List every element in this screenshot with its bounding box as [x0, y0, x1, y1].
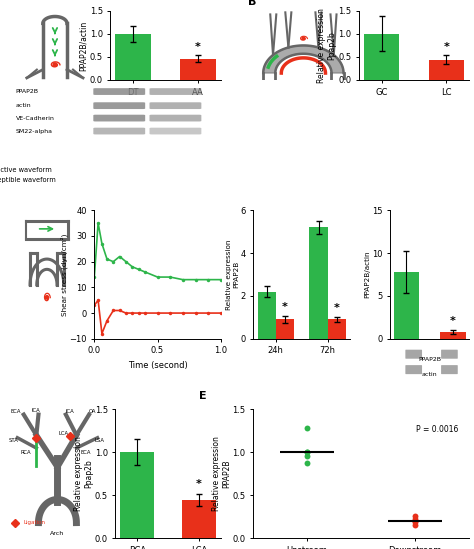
- Point: [303, 424, 311, 433]
- Point: [411, 515, 419, 524]
- Text: LCA: LCA: [59, 431, 69, 436]
- Bar: [257, 292, 276, 339]
- Text: STA: STA: [8, 438, 18, 442]
- FancyBboxPatch shape: [93, 115, 145, 121]
- FancyBboxPatch shape: [93, 102, 145, 109]
- Text: ECA: ECA: [81, 451, 91, 456]
- Bar: [115, 34, 151, 80]
- Point: [411, 517, 419, 525]
- Bar: [182, 500, 216, 538]
- FancyBboxPatch shape: [93, 128, 145, 135]
- Text: PPAP2B: PPAP2B: [418, 357, 441, 362]
- Point: [303, 451, 311, 460]
- Bar: [440, 332, 465, 339]
- Text: ICA: ICA: [32, 408, 41, 413]
- Point: [303, 448, 311, 457]
- Y-axis label: Relative expression
Ppap2b: Relative expression Ppap2b: [74, 436, 93, 511]
- Y-axis label: Relative expression
PPAP2B: Relative expression PPAP2B: [226, 239, 239, 310]
- Bar: [428, 60, 464, 80]
- FancyBboxPatch shape: [441, 365, 458, 374]
- Bar: [364, 34, 400, 80]
- Text: *: *: [334, 303, 340, 313]
- Text: P = 0.0016: P = 0.0016: [416, 425, 458, 434]
- Text: *: *: [450, 316, 456, 326]
- Point: [411, 521, 419, 530]
- Point: [303, 458, 311, 467]
- Text: VE-Cadherin: VE-Cadherin: [16, 116, 55, 121]
- Y-axis label: Relative expression
PPAP2B: Relative expression PPAP2B: [212, 436, 231, 511]
- Bar: [276, 320, 294, 339]
- Text: ECA: ECA: [10, 410, 20, 414]
- Text: *: *: [444, 42, 449, 52]
- Bar: [310, 227, 328, 339]
- Text: OA: OA: [89, 410, 96, 414]
- Text: Arch: Arch: [50, 531, 64, 536]
- Text: SM22-alpha: SM22-alpha: [16, 128, 53, 133]
- Y-axis label: PPAP2B/actin: PPAP2B/actin: [79, 20, 88, 71]
- FancyBboxPatch shape: [441, 350, 458, 358]
- Text: actin: actin: [422, 372, 438, 377]
- Bar: [180, 59, 216, 80]
- Bar: [393, 272, 419, 339]
- Y-axis label: PPAP2B/actin: PPAP2B/actin: [365, 251, 370, 298]
- Text: PPAP2B: PPAP2B: [16, 89, 38, 94]
- Legend: Athero-protective waveform, Athero-susceptible waveform: Athero-protective waveform, Athero-susce…: [0, 165, 59, 186]
- Y-axis label: Shear stress (dyn/cm²): Shear stress (dyn/cm²): [60, 233, 68, 316]
- Text: *: *: [195, 42, 201, 52]
- Text: B: B: [248, 0, 256, 8]
- FancyBboxPatch shape: [405, 365, 422, 374]
- Text: E: E: [199, 391, 207, 401]
- Y-axis label: Relative expression
Ppap2b: Relative expression Ppap2b: [317, 8, 337, 83]
- Point: [411, 517, 419, 526]
- Point: [303, 448, 311, 457]
- Text: RCA: RCA: [20, 451, 31, 456]
- FancyBboxPatch shape: [149, 115, 201, 121]
- FancyBboxPatch shape: [93, 88, 145, 95]
- Text: LSA: LSA: [95, 438, 105, 442]
- Polygon shape: [263, 46, 344, 73]
- Point: [411, 511, 419, 520]
- FancyBboxPatch shape: [149, 128, 201, 135]
- Text: ICA: ICA: [66, 410, 74, 414]
- Text: *: *: [282, 302, 288, 312]
- Text: actin: actin: [16, 103, 31, 108]
- FancyBboxPatch shape: [149, 102, 201, 109]
- Bar: [328, 320, 346, 339]
- FancyBboxPatch shape: [405, 350, 422, 358]
- X-axis label: Time (second): Time (second): [128, 361, 187, 370]
- FancyBboxPatch shape: [149, 88, 201, 95]
- Text: *: *: [196, 479, 202, 489]
- Bar: [120, 452, 154, 538]
- Text: Ligation: Ligation: [24, 520, 46, 525]
